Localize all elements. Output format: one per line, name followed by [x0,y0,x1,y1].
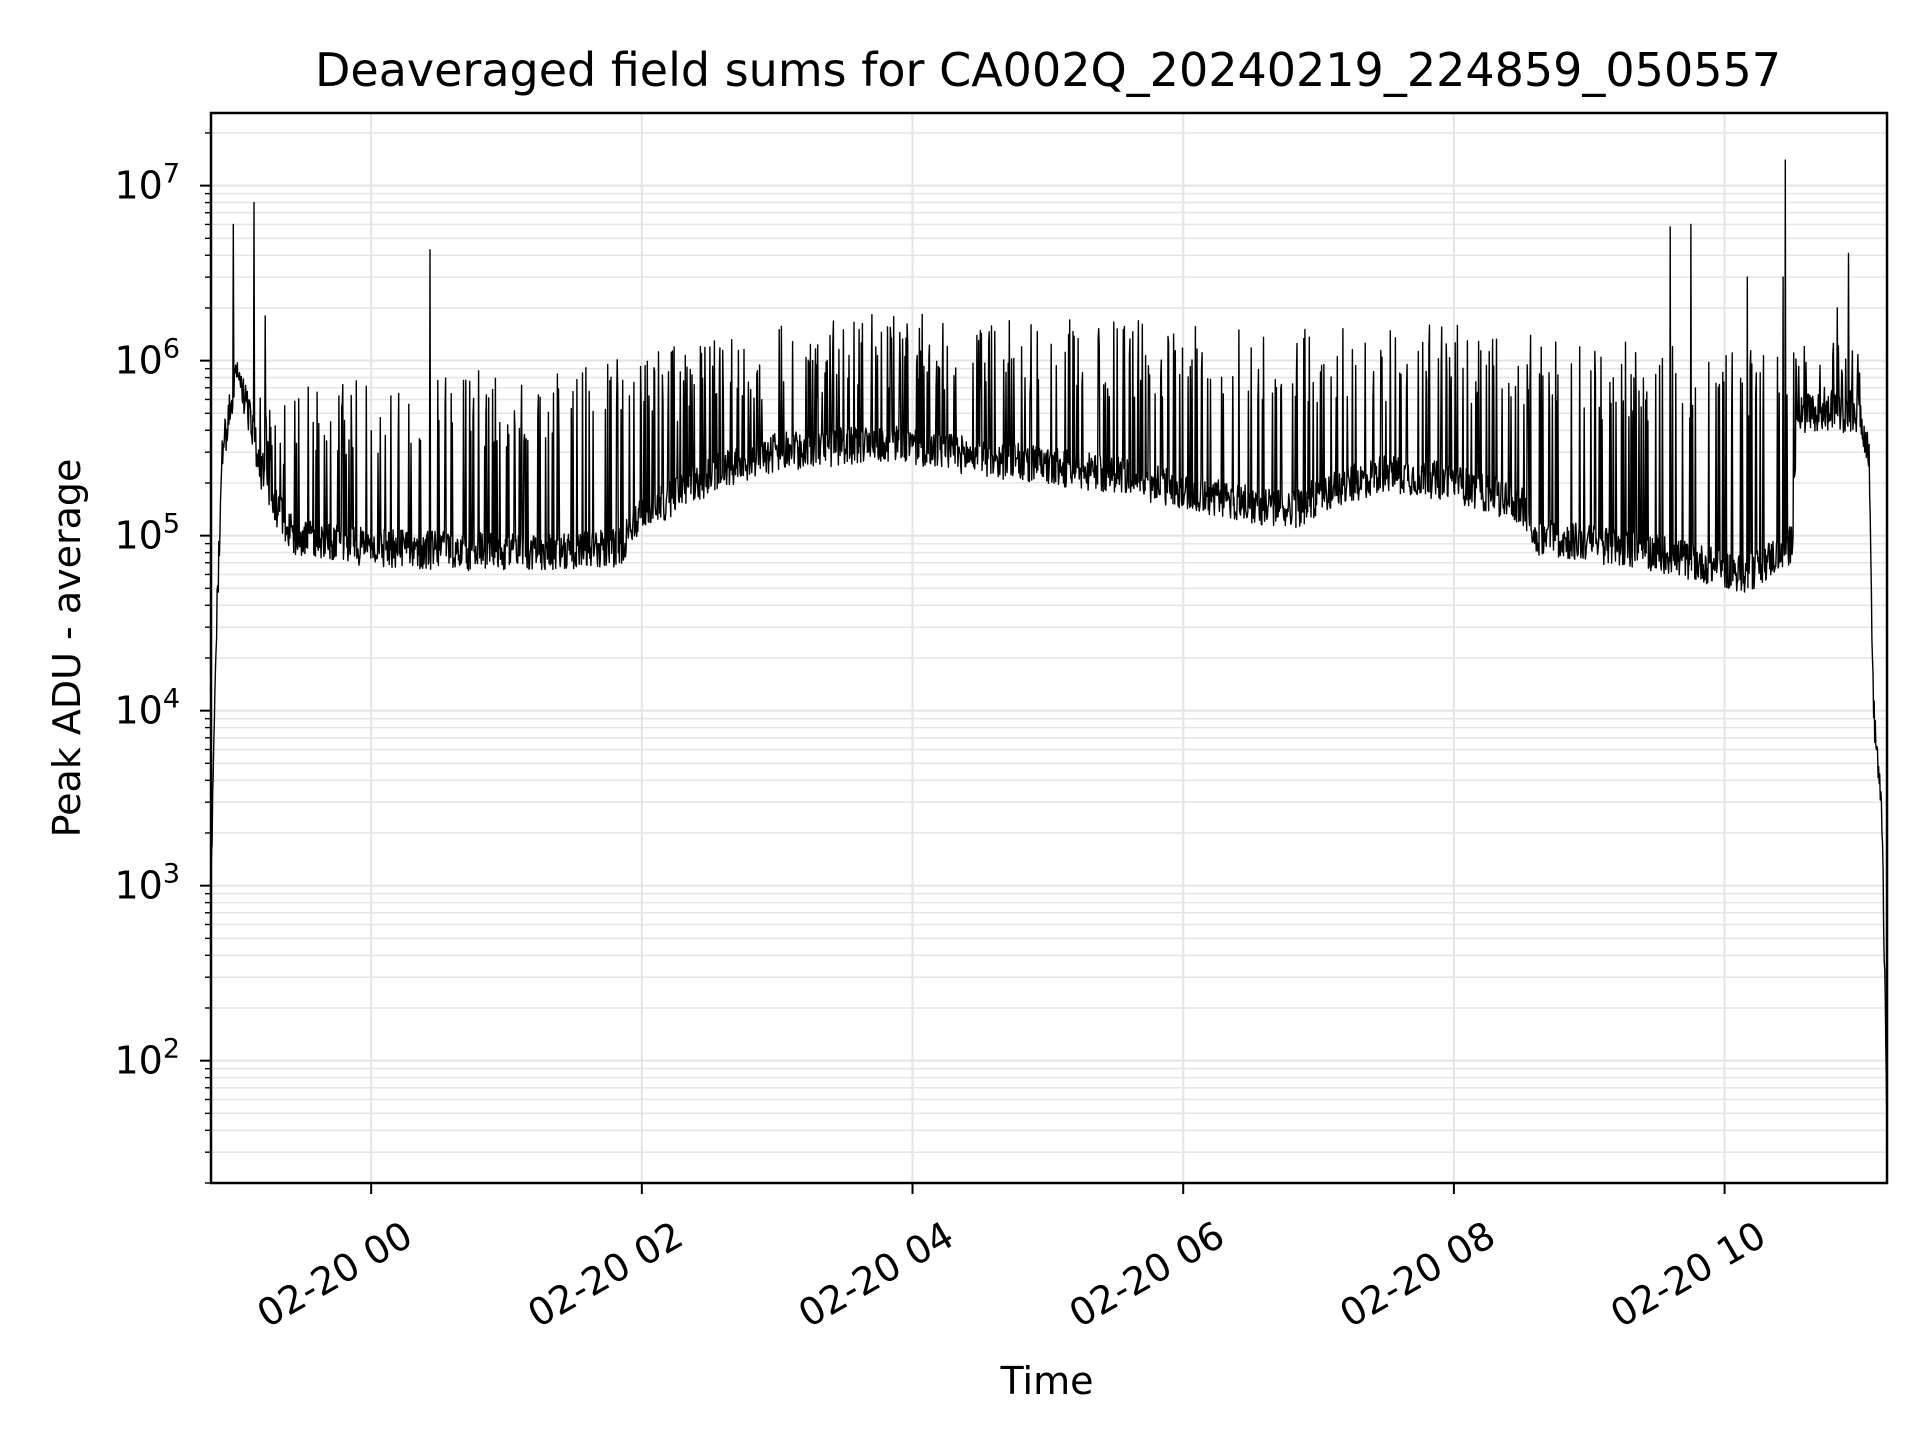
y-tick-label: 103 [114,859,180,908]
y-tick-label: 102 [114,1034,180,1083]
plot-frame [209,111,1889,1185]
axis-ticks [200,184,1726,1194]
y-tick-label: 104 [114,684,180,733]
plot-area [210,159,1888,1129]
y-tick-labels: 102 103 104 105 106 107 [114,159,180,1083]
y-tick-label: 105 [114,509,180,558]
y-tick-label: 107 [114,159,180,208]
series-line [210,159,1888,1129]
chart-title: Deaveraged field sums for CA002Q_2024021… [315,43,1781,97]
gridlines [211,113,1887,1184]
x-axis-label: Time [1000,1359,1094,1403]
y-axis-label: Peak ADU - average [45,459,89,838]
y-tick-label: 106 [114,334,180,383]
